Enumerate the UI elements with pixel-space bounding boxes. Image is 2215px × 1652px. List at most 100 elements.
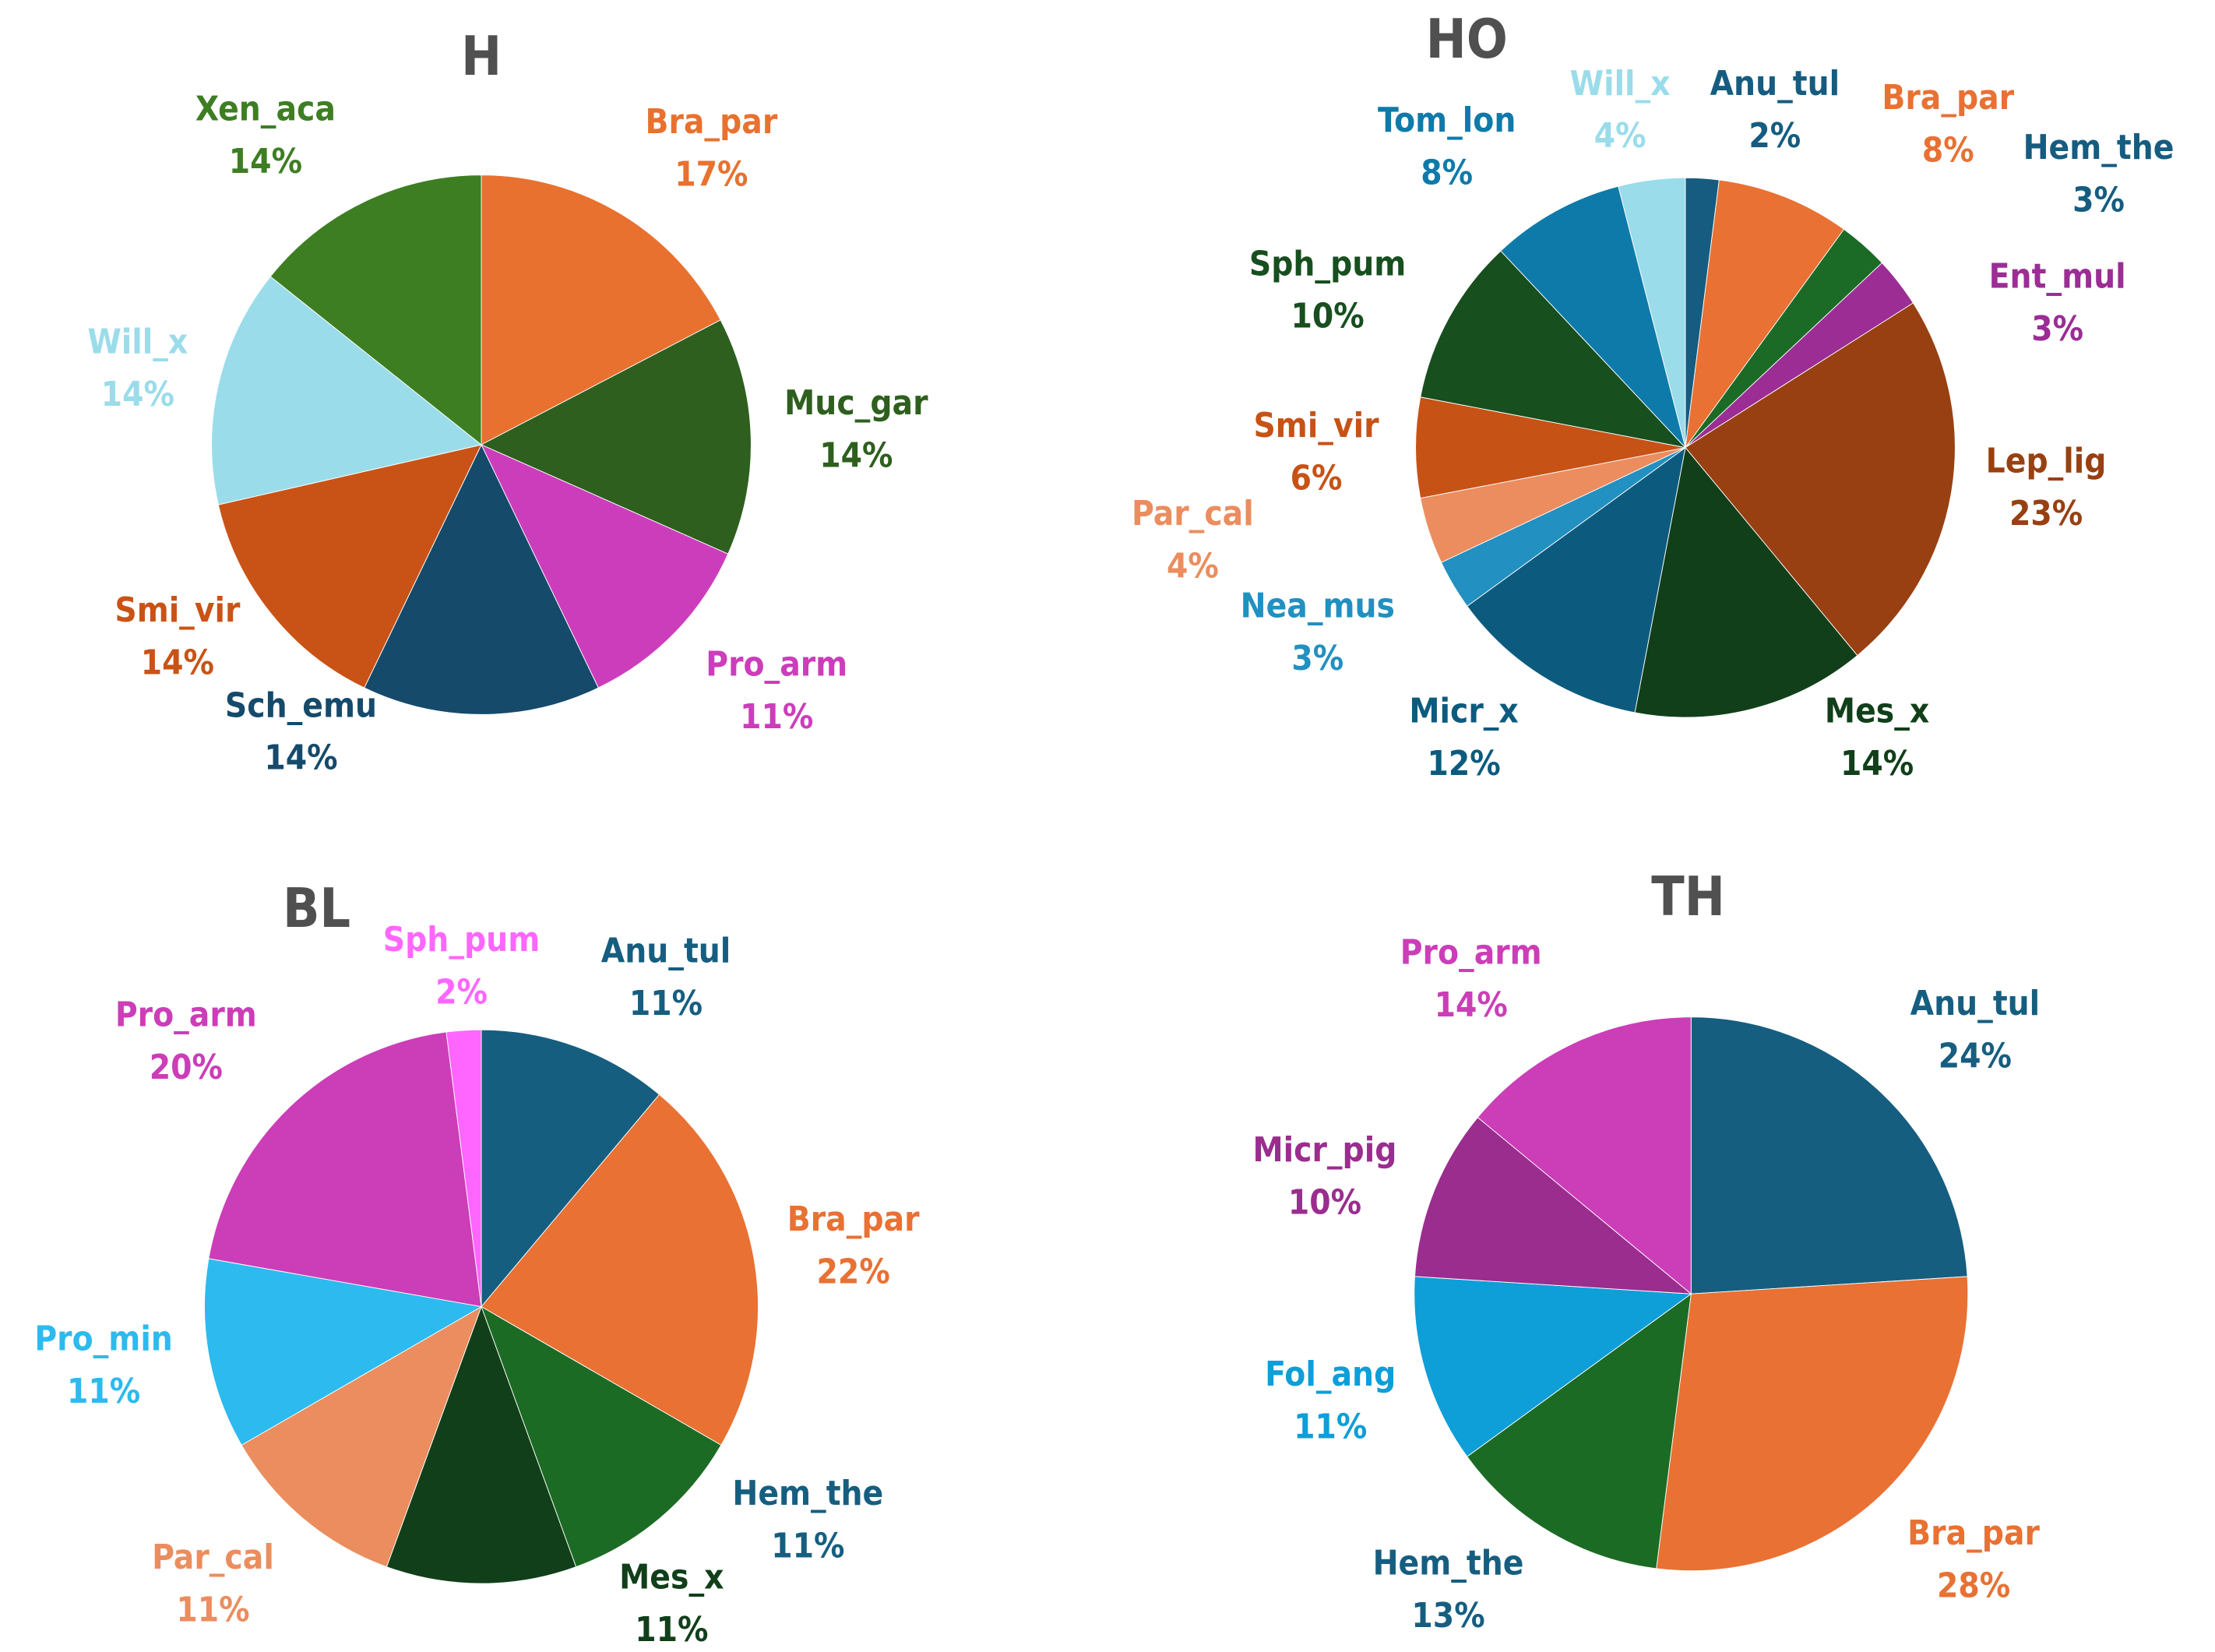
slice-percent-label: 14% <box>819 435 893 475</box>
pie-slice-mes-x <box>1634 446 1858 718</box>
slice-percent-label: 3% <box>1291 639 1343 678</box>
slice-label: Mes_x <box>619 1558 724 1597</box>
slice-label: Mes_x <box>1825 692 1929 731</box>
slice-percent-label: 4% <box>1167 547 1219 586</box>
pie-slice-will-x <box>1618 177 1686 448</box>
pie-slice-xen-aca <box>269 174 482 446</box>
slice-percent-label: 3% <box>2072 180 2125 220</box>
slice-label: Bra_par <box>1882 78 2014 118</box>
pie-slice-pro-arm <box>481 444 729 689</box>
slice-label: Pro_min <box>34 1319 173 1358</box>
slice-percent-label: 17% <box>674 154 748 194</box>
slice-percent-label: 28% <box>1937 1566 2010 1606</box>
slice-percent-label: 2% <box>1748 116 1801 156</box>
pie-slice-sph-pum <box>445 1029 482 1307</box>
slice-percent-label: 4% <box>1594 116 1646 156</box>
slice-percent-label: 2% <box>435 973 488 1013</box>
slice-percent-label: 11% <box>771 1527 844 1566</box>
slice-label: Sph_pum <box>1249 244 1406 284</box>
slice-percent-label: 24% <box>1939 1037 2012 1076</box>
slice-percent-label: 20% <box>150 1048 223 1087</box>
slice-label: Micr_x <box>1409 692 1518 731</box>
slice-label: Bra_par <box>787 1199 920 1239</box>
slice-label: Will_x <box>1570 64 1671 104</box>
slice-label: Tom_lon <box>1378 100 1516 140</box>
slice-label: Smi_vir <box>1253 406 1379 446</box>
slice-label: Smi_vir <box>114 590 241 630</box>
pie-slice-pro-arm <box>1477 1016 1692 1295</box>
slice-percent-label: 8% <box>1922 130 1974 170</box>
slice-percent-label: 14% <box>1435 985 1508 1025</box>
slice-label: Par_cal <box>152 1538 274 1577</box>
slice-label: Pro_arm <box>115 995 257 1035</box>
slice-percent-label: 14% <box>264 738 337 778</box>
slice-percent-label: 10% <box>1291 297 1364 336</box>
slice-label: Anu_tul <box>601 932 731 971</box>
slice-percent-label: 11% <box>1294 1407 1367 1446</box>
slice-label: Anu_tul <box>1910 984 2041 1023</box>
pie-slice-lep-lig <box>1685 302 1956 657</box>
pie-slice-sch-emu <box>364 443 599 715</box>
pie-slice-bra-par <box>1685 179 1845 448</box>
slice-label: Hem_the <box>732 1474 883 1513</box>
pie-slice-bra-par <box>1656 1276 1969 1572</box>
slice-label: Nea_mus <box>1241 586 1395 626</box>
slice-label: Pro_arm <box>1400 932 1542 972</box>
pie-slice-pro-min <box>204 1258 483 1446</box>
pie-slice-hem-the <box>481 1305 722 1568</box>
pie-slice-micr-pig <box>1414 1116 1692 1294</box>
slice-percent-label: 11% <box>176 1590 249 1630</box>
slice-label: Muc_gar <box>784 383 928 423</box>
slice-label: Will_x <box>87 322 188 362</box>
slice-percent-label: 23% <box>2009 494 2083 534</box>
pie-slice-mes-x <box>386 1305 577 1584</box>
pie-slice-tom-lon <box>1500 185 1686 448</box>
slice-percent-label: 11% <box>635 1610 708 1650</box>
slice-percent-label: 11% <box>629 984 703 1023</box>
slice-percent-label: 11% <box>740 697 813 737</box>
pie-chart-bl: BL Anu_tul 11% Bra_par 22% Hem_the 11% Mes_x 11%… <box>34 878 920 1650</box>
pie-slice-hem-the <box>1467 1293 1692 1569</box>
pie-slice-anu-tul <box>481 1029 660 1308</box>
pie-chart-th: TH Anu_tul 24% Bra_par 28% Hem_the 13% Fol_ang 1… <box>1252 866 2040 1636</box>
slice-label: Bra_par <box>1907 1513 2040 1553</box>
slice-percent-label: 13% <box>1411 1596 1484 1636</box>
pie-slice-bra-par <box>481 1094 759 1446</box>
chart-title: TH <box>1651 866 1725 928</box>
slice-percent-label: 22% <box>817 1252 890 1292</box>
slice-percent-label: 10% <box>1288 1182 1361 1222</box>
slice-label: Hem_the <box>1373 1543 1524 1583</box>
slice-label: Bra_par <box>645 102 777 142</box>
pie-slice-par-cal <box>241 1305 482 1568</box>
slice-label: Micr_pig <box>1252 1130 1396 1170</box>
slice-label: Pro_arm <box>706 644 847 684</box>
pie-slice-bra-par <box>481 174 721 446</box>
slice-label: Ent_mul <box>1989 257 2126 297</box>
slice-label: Sch_emu <box>225 685 377 725</box>
pie-slice-pro-arm <box>208 1031 482 1308</box>
pie-slice-smi-vir <box>217 444 482 689</box>
pie-slice-micr-x <box>1467 446 1686 713</box>
slice-label: Xen_aca <box>195 90 336 129</box>
chart-title: H <box>461 26 502 88</box>
slice-label: Hem_the <box>2023 128 2175 167</box>
slice-label: Lep_lig <box>1986 442 2107 481</box>
slice-percent-label: 3% <box>2031 309 2083 349</box>
pie-chart-ho: HO Anu_tul 2% Bra_par 8% Hem_the 3% Ent_mul 3% Le… <box>1132 9 2174 784</box>
pie-slice-anu-tul <box>1690 1016 1968 1294</box>
pie-slice-will-x <box>211 276 483 505</box>
chart-title: HO <box>1426 9 1508 71</box>
slice-percent-label: 12% <box>1427 744 1500 784</box>
slice-label: Par_cal <box>1132 494 1254 534</box>
slice-percent-label: 14% <box>229 142 302 181</box>
slice-percent-label: 8% <box>1421 153 1473 193</box>
pie-chart-h: H Bra_par 17% Muc_gar 14% Pro_arm 11% Sch_emu 14… <box>87 26 928 778</box>
pie-slice-smi-vir <box>1415 396 1686 499</box>
chart-title: BL <box>283 878 350 940</box>
slice-label: Fol_ang <box>1265 1354 1396 1394</box>
slice-percent-label: 11% <box>67 1372 140 1411</box>
pie-slice-fol-ang <box>1414 1276 1692 1457</box>
pie-slice-sph-pum <box>1420 250 1687 449</box>
pie-slice-muc-gar <box>480 319 752 555</box>
